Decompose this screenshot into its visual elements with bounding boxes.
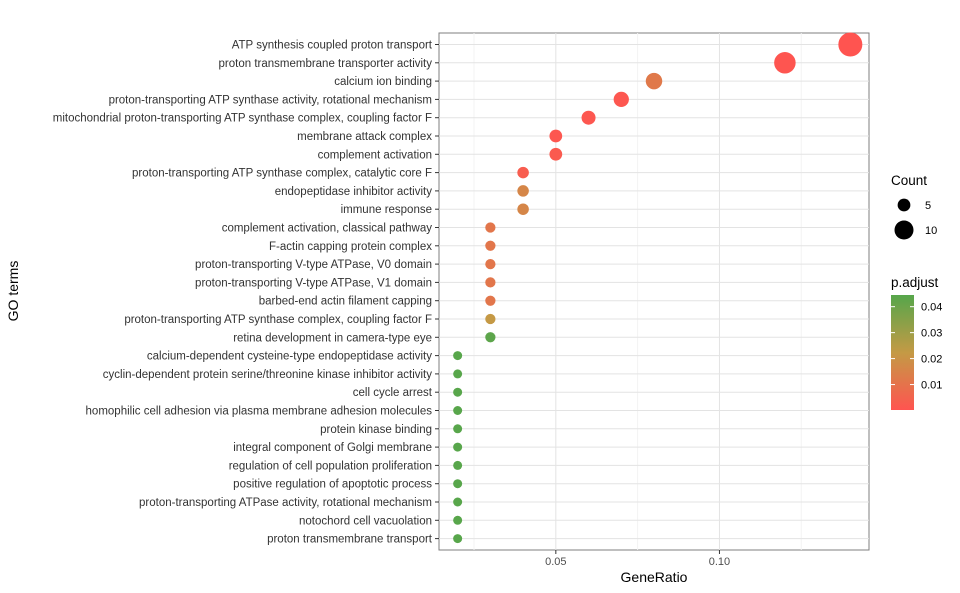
colorbar-tick-label: 0.03 [921, 328, 942, 340]
go-term-point [645, 72, 663, 90]
go-term-label: F-actin capping protein complex [269, 241, 432, 253]
go-term-point [485, 222, 496, 233]
go-term-label: proton-transporting V-type ATPase, V1 do… [195, 277, 432, 289]
go-term-point [453, 351, 463, 361]
go-term-label: integral component of Golgi membrane [233, 442, 432, 454]
go-term-label: barbed-end actin filament capping [259, 296, 432, 308]
go-term-point [613, 91, 629, 108]
go-term-label: regulation of cell population proliferat… [229, 460, 432, 472]
go-term-label: ATP synthesis coupled proton transport [232, 40, 433, 52]
go-term-point [453, 534, 463, 544]
go-term-label: retina development in camera-type eye [233, 332, 432, 344]
go-term-label: proton transmembrane transporter activit… [219, 58, 433, 70]
go-term-label: membrane attack complex [297, 131, 432, 143]
go-term-label: immune response [341, 204, 432, 216]
go-term-point [453, 369, 463, 379]
count-legend-title: Count [891, 173, 927, 188]
go-term-point [549, 147, 563, 161]
go-term-label: complement activation, classical pathway [222, 223, 433, 235]
go-term-point [453, 479, 463, 489]
go-term-label: proton-transporting ATP synthase activit… [109, 94, 432, 106]
x-tick-label: 0.05 [545, 556, 566, 568]
go-term-label: notochord cell vacuolation [299, 515, 432, 527]
go-term-point [517, 185, 529, 197]
go-term-label: mitochondrial proton-transporting ATP sy… [53, 113, 432, 125]
colorbar-tick-label: 0.04 [921, 302, 942, 314]
go-term-point [485, 332, 496, 343]
go-term-label: protein kinase binding [320, 424, 432, 436]
padjust-legend-title: p.adjust [891, 275, 939, 290]
go-term-point [453, 497, 463, 507]
go-term-label: endopeptidase inhibitor activity [275, 186, 433, 198]
padjust-legend: p.adjust 0.04 0.03 0.02 0.01 [891, 275, 942, 410]
go-term-point [517, 203, 529, 215]
go-term-label: proton-transporting ATP synthase complex… [132, 168, 432, 180]
go-term-point [453, 387, 463, 397]
count-legend: Count 5 10 [891, 173, 937, 240]
plot-panel [438, 32, 870, 551]
count-legend-label: 10 [925, 225, 937, 237]
go-term-point [517, 166, 529, 179]
x-tick-label: 0.10 [709, 556, 730, 568]
go-term-label: calcium-dependent cysteine-type endopept… [147, 351, 432, 363]
colorbar-tick-label: 0.02 [921, 354, 942, 366]
go-term-point [485, 313, 496, 325]
go-term-point [453, 442, 463, 452]
count-legend-label: 5 [925, 200, 931, 212]
count-legend-dot [897, 198, 911, 212]
go-term-label: positive regulation of apoptotic process [233, 479, 432, 491]
go-term-label: proton transmembrane transport [267, 534, 433, 546]
go-term-point [549, 129, 563, 143]
y-axis-title: GO terms [5, 261, 21, 322]
go-term-point [485, 295, 496, 306]
go-term-point [453, 424, 463, 434]
go-term-point [453, 515, 463, 525]
go-term-point [453, 460, 463, 470]
go-term-label: cyclin-dependent protein serine/threonin… [103, 369, 432, 381]
go-term-label: proton-transporting V-type ATPase, V0 do… [195, 259, 432, 271]
count-legend-dot [894, 220, 914, 240]
padjust-colorbar [891, 295, 914, 410]
go-term-point [838, 32, 863, 57]
go-term-label: proton-transporting ATP synthase complex… [124, 314, 432, 326]
go-term-point [485, 277, 496, 288]
go-term-label: cell cycle arrest [353, 387, 433, 399]
x-axis-title: GeneRatio [621, 569, 688, 585]
go-term-point [581, 110, 596, 125]
go-term-label: homophilic cell adhesion via plasma memb… [86, 406, 433, 418]
go-term-point [453, 406, 463, 415]
go-term-point [485, 240, 496, 251]
go-term-label: complement activation [318, 149, 432, 161]
go-term-point [485, 258, 496, 270]
go-term-point [774, 52, 796, 74]
colorbar-tick-label: 0.01 [921, 380, 942, 392]
go-term-label: proton-transporting ATPase activity, rot… [139, 497, 432, 509]
go-term-label: calcium ion binding [334, 76, 432, 88]
